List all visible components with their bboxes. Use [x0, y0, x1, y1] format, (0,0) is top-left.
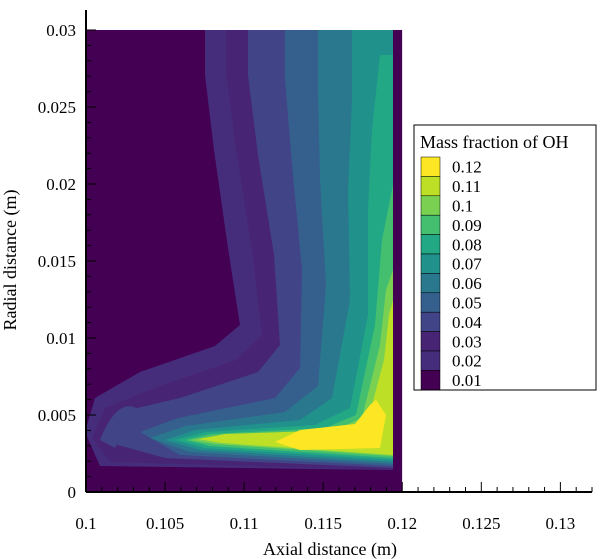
- legend-label: 0.1: [452, 197, 473, 216]
- x-tick-label: 0.125: [462, 514, 500, 533]
- y-tick-label: 0.01: [46, 329, 76, 348]
- x-tick-label: 0.11: [230, 514, 259, 533]
- y-tick-label: 0.02: [46, 175, 76, 194]
- legend-label: 0.11: [452, 177, 481, 196]
- legend-label: 0.05: [452, 294, 482, 313]
- legend-swatch: [420, 331, 441, 352]
- legend-label: 0.08: [452, 235, 482, 254]
- contour-band-11: [275, 400, 386, 450]
- legend-label: 0.06: [452, 274, 482, 293]
- legend-label: 0.09: [452, 216, 482, 235]
- legend-swatch: [420, 311, 441, 332]
- y-tick-label: 0.015: [38, 252, 76, 271]
- legend-items: 0.120.110.10.090.080.070.060.050.040.030…: [420, 156, 482, 391]
- y-tick-label: 0: [68, 483, 77, 502]
- legend-label: 0.03: [452, 332, 482, 351]
- legend-swatch: [420, 350, 441, 371]
- legend-box: [413, 124, 597, 391]
- legend-swatch: [420, 176, 441, 197]
- legend-title: Mass fraction of OH: [420, 132, 568, 152]
- x-tick-label: 0.12: [387, 514, 417, 533]
- legend-label: 0.12: [452, 158, 482, 177]
- legend-swatch: [420, 253, 441, 274]
- legend-label: 0.04: [452, 313, 482, 332]
- y-tick-label: 0.025: [38, 98, 76, 117]
- legend-swatch: [420, 156, 441, 177]
- legend-swatch: [420, 292, 441, 313]
- x-tick-label: 0.115: [304, 514, 342, 533]
- x-tick-label: 0.105: [146, 514, 184, 533]
- legend-swatch: [420, 234, 441, 255]
- legend-label: 0.07: [452, 255, 482, 274]
- legend-label: 0.02: [452, 352, 482, 371]
- y-tick-label: 0.005: [38, 406, 76, 425]
- legend-swatch: [420, 214, 441, 235]
- legend-swatch: [420, 195, 441, 216]
- legend-swatch: [420, 370, 441, 391]
- contour-band-5: [150, 30, 393, 464]
- x-tick-label: 0.13: [546, 514, 576, 533]
- contour-field: [86, 30, 403, 492]
- y-tick-label: 0.03: [46, 21, 76, 40]
- x-axis-title: Axial distance (m): [263, 539, 397, 559]
- y-axis-title: Radial distance (m): [0, 190, 21, 331]
- y-tick-labels: 0 0.005 0.01 0.015 0.02 0.025 0.03: [38, 21, 76, 502]
- x-tick-label: 0.1: [75, 514, 96, 533]
- legend-label: 0.01: [452, 371, 482, 390]
- legend: Mass fraction of OH 0.120.110.10.090.080…: [413, 124, 597, 391]
- contour-lobe: [100, 406, 140, 448]
- legend-swatch: [420, 273, 441, 294]
- tick-marks: [85, 29, 593, 493]
- x-tick-labels: 0.1 0.105 0.11 0.115 0.12 0.125 0.13: [75, 514, 575, 533]
